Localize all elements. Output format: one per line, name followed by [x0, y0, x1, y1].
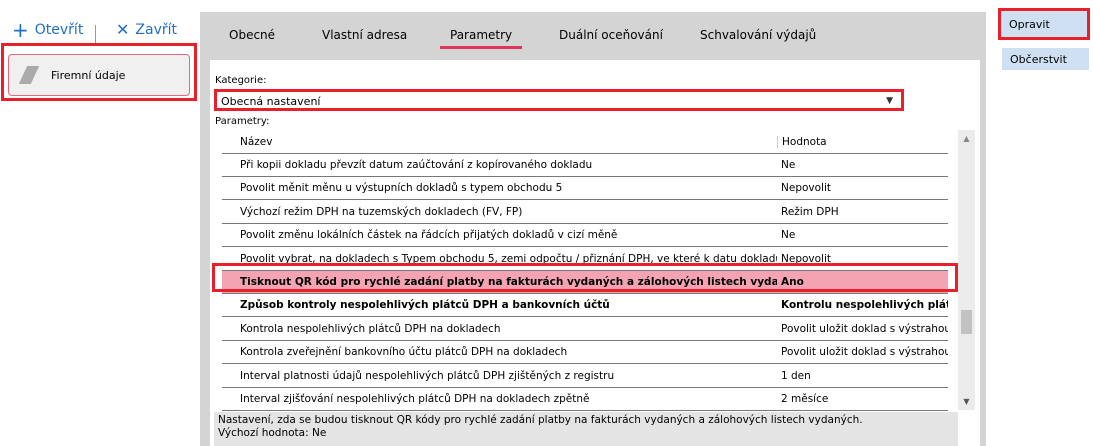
table-row[interactable]: Výchozí režim DPH na tuzemských dokladec… [222, 201, 948, 224]
params-label: Parametry: [215, 116, 270, 127]
refresh-button[interactable]: Občerstvit [1002, 48, 1089, 70]
edit-button[interactable]: Opravit [998, 8, 1090, 40]
category-label: Kategorie: [215, 75, 267, 86]
open-button[interactable]: + Otevřít [12, 18, 84, 42]
tab-dualni-ocenovani[interactable]: Duální oceňování [559, 28, 663, 42]
category-select[interactable]: Obecná nastavení ▼ [214, 89, 904, 111]
table-row[interactable]: Interval platnosti údajů nespolehlivých … [222, 365, 948, 388]
table-row[interactable]: Interval zjišťování nespolehlivých plátc… [222, 388, 948, 411]
row-value[interactable]: Ne [781, 159, 796, 171]
row-value[interactable]: Povolit uložit doklad s výstrahou [781, 322, 948, 335]
scroll-up-icon[interactable]: ▲ [963, 134, 970, 143]
row-name: Interval zjišťování nespolehlivých plátc… [240, 393, 590, 405]
row-name: Kontrola zveřejnění bankovního účtu plát… [240, 346, 568, 359]
row-name: Kontrola nespolehlivých plátců DPH na do… [240, 322, 501, 335]
row-value[interactable]: 1 den [781, 369, 811, 382]
row-name: Povolit změnu lokálních částek na řádcíc… [240, 229, 618, 242]
row-value[interactable]: Ne [781, 229, 796, 242]
column-header-value[interactable]: Hodnota [777, 135, 948, 148]
row-name: Způsob kontroly nespolehlivých plátců DP… [240, 299, 610, 312]
row-value[interactable]: Nepovolit [781, 182, 831, 195]
table-scrollbar[interactable]: ▲ ▼ [958, 130, 975, 410]
highlight-box [1, 43, 197, 101]
table-row[interactable]: Způsob kontroly nespolehlivých plátců DP… [222, 294, 948, 318]
row-name: Při kopii dokladu převzít datum zaúčtová… [240, 159, 593, 171]
tab-schvalovani-vydaju[interactable]: Schvalování výdajů [700, 28, 817, 42]
column-header-name[interactable]: Název [240, 135, 273, 148]
sidebar-item-firemni-udaje[interactable]: Firemní údaje [8, 54, 190, 96]
tab-vlastni-adresa[interactable]: Vlastní adresa [322, 28, 408, 42]
tab-obecne[interactable]: Obecné [229, 28, 276, 42]
row-value[interactable]: Ano [781, 276, 804, 288]
scroll-thumb[interactable] [961, 310, 972, 334]
table-row[interactable]: Při kopii dokladu převzít datum zaúčtová… [222, 154, 948, 177]
row-value[interactable]: Režim DPH [781, 205, 839, 218]
toolbar-divider [95, 25, 96, 43]
row-name: Povolit vybrat, na dokladech s Typem obc… [240, 252, 777, 265]
chevron-down-icon: ▼ [886, 96, 893, 106]
row-name: Výchozí režim DPH na tuzemských dokladec… [240, 205, 523, 218]
tab-content [210, 60, 980, 446]
row-value[interactable]: Kontrolu nespolehlivých plátců [781, 299, 948, 312]
table-row[interactable]: Kontrola nespolehlivých plátců DPH na do… [222, 318, 948, 341]
row-value[interactable]: Povolit uložit doklad s výstrahou [781, 346, 948, 359]
table-row[interactable]: Povolit změnu lokálních částek na řádcíc… [222, 224, 948, 248]
scroll-down-icon[interactable]: ▼ [963, 397, 970, 406]
plus-icon: + [12, 18, 29, 42]
table-row[interactable]: Povolit vybrat, na dokladech s Typem obc… [222, 248, 948, 271]
close-button[interactable]: ✕ Zavřít [116, 20, 177, 39]
x-icon: ✕ [116, 20, 130, 39]
row-value[interactable]: 2 měsíce [781, 393, 829, 405]
table-header: Název Hodnota [222, 130, 948, 154]
parameter-description: Nastavení, zda se budou tisknout QR kódy… [214, 412, 958, 446]
table-row[interactable]: Kontrola zveřejnění bankovního účtu plát… [222, 341, 948, 365]
company-icon [18, 66, 40, 84]
row-name: Tisknout QR kód pro rychlé zadání platby… [240, 276, 777, 288]
row-name: Interval platnosti údajů nespolehlivých … [240, 369, 615, 382]
row-name: Povolit měnit měnu u výstupních dokladů … [240, 182, 563, 195]
row-value[interactable]: Nepovolit [781, 252, 831, 265]
highlight-box [212, 263, 958, 292]
table-row[interactable]: Povolit měnit měnu u výstupních dokladů … [222, 177, 948, 201]
table-row[interactable]: Tisknout QR kód pro rychlé zadání platby… [222, 271, 948, 294]
tab-parametry[interactable]: Parametry [440, 28, 523, 49]
